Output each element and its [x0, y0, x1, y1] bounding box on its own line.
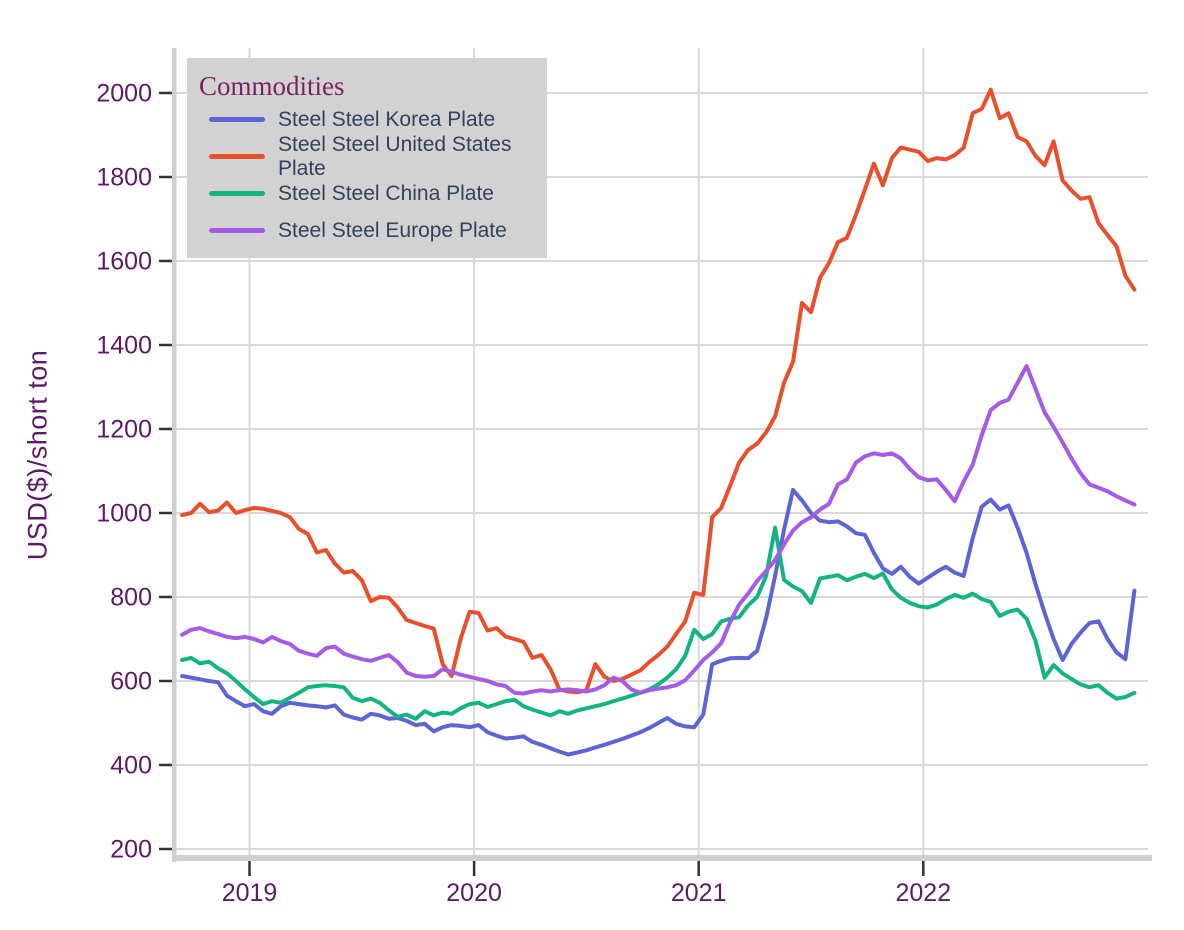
series-line-steel-steel-korea-plate	[180, 487, 1137, 757]
series-line-steel-steel-china-plate	[180, 525, 1137, 721]
y-tick-label: 1600	[96, 248, 152, 276]
y-tick-label: 400	[110, 752, 152, 780]
legend-item-korea[interactable]: Steel Steel Korea Plate	[199, 101, 535, 138]
y-tick-label: 2000	[96, 80, 152, 108]
korea-line-swatch	[209, 117, 265, 122]
y-tick-label: 1000	[96, 500, 152, 528]
legend-label-china: Steel Steel China Plate	[278, 181, 494, 205]
legend-title: Commodities	[199, 71, 345, 101]
legend: Commodities Steel Steel Korea Plate Stee…	[187, 58, 547, 258]
x-tick-label: 2021	[671, 879, 727, 907]
x-tick-label: 2019	[222, 879, 278, 907]
legend-label-korea: Steel Steel Korea Plate	[278, 107, 496, 131]
series-line-steel-steel-europe-plate	[180, 364, 1137, 696]
x-tick-label: 2020	[446, 879, 502, 907]
europe-line-swatch	[209, 228, 265, 233]
legend-item-europe[interactable]: Steel Steel Europe Plate	[199, 212, 535, 249]
legend-label-united-states: Steel Steel United States Plate	[278, 132, 512, 180]
y-tick-label: 200	[110, 836, 152, 864]
legend-item-china[interactable]: Steel Steel China Plate	[199, 175, 535, 212]
legend-item-united-states[interactable]: Steel Steel United States Plate	[199, 133, 535, 180]
china-line-swatch	[209, 191, 265, 196]
united-states-line-swatch	[209, 154, 265, 159]
y-axis-line	[172, 48, 177, 862]
x-tick-label: 2022	[895, 879, 951, 907]
legend-label-europe: Steel Steel Europe Plate	[278, 218, 507, 242]
x-axis-line	[172, 855, 1152, 861]
y-tick-label: 1400	[96, 332, 152, 360]
y-tick-label: 1800	[96, 164, 152, 192]
y-tick-label: 1200	[96, 416, 152, 444]
y-tick-label: 600	[110, 668, 152, 696]
y-axis-title: USD($)/short ton	[22, 349, 53, 561]
y-tick-label: 800	[110, 584, 152, 612]
series-line-steel-steel-united-states-plate	[180, 87, 1137, 695]
